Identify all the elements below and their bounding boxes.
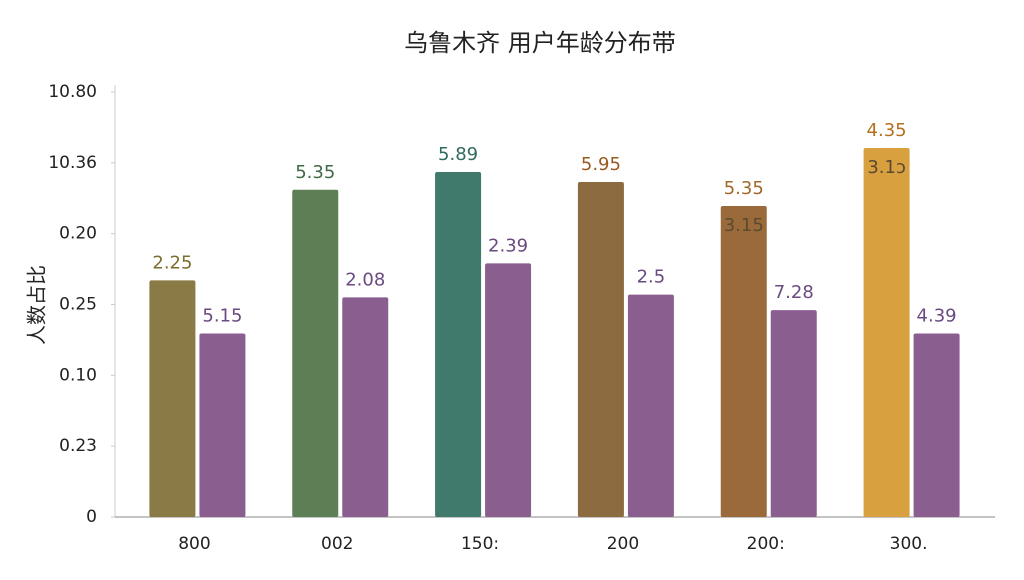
x-tick-label: 150: (461, 534, 499, 554)
bar (342, 297, 389, 517)
value-label: 2.08 (345, 269, 385, 290)
bar (627, 294, 674, 517)
chart-title: 乌鲁木齐 用户年龄分布带 (404, 29, 676, 57)
value-label: 2.25 (152, 252, 192, 273)
y-axis-label: 人数占比 (25, 265, 49, 345)
value-label: 5.15 (202, 306, 242, 327)
y-tick-label: 0.23 (59, 436, 97, 456)
value-label: 5.95 (581, 154, 621, 175)
bar (435, 172, 482, 517)
value-label: 2.5 (637, 267, 666, 288)
y-tick-label: 0 (86, 507, 97, 527)
bar (863, 147, 910, 518)
bar (485, 263, 532, 517)
x-tick-label: 200 (607, 534, 639, 554)
y-tick-label: 0.20 (59, 224, 97, 244)
inner-label: 3.15 (724, 215, 764, 236)
x-tick-label: 002 (321, 534, 353, 554)
y-tick-label: 0.25 (59, 295, 97, 315)
y-tick-label: 0.10 (59, 365, 97, 385)
value-label: 5.89 (438, 144, 478, 165)
value-label: 7.28 (774, 282, 814, 303)
x-tick-label: 200: (747, 534, 785, 554)
value-label: 2.39 (488, 235, 528, 256)
bar (577, 181, 624, 518)
bar (199, 333, 246, 517)
x-tick-label: 800 (178, 534, 210, 554)
y-tick-label: 10.80 (48, 82, 97, 102)
value-label: 4.39 (917, 306, 957, 327)
value-label: 4.35 (867, 120, 907, 141)
bar (720, 206, 767, 517)
inner-label: 3.1ɔ (867, 157, 906, 178)
bar (149, 280, 196, 517)
value-label: 5.35 (724, 178, 764, 199)
bar (292, 189, 339, 517)
bar (913, 333, 960, 517)
bar (770, 310, 817, 517)
value-label: 5.35 (295, 162, 335, 183)
y-tick-label: 10.36 (48, 153, 97, 173)
x-tick-label: 300. (890, 534, 928, 554)
